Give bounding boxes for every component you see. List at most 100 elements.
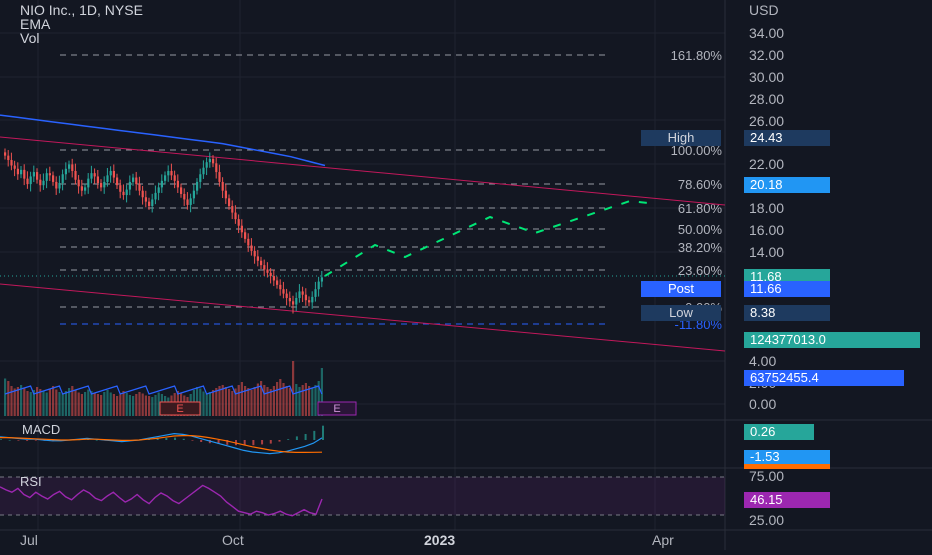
volume-bar [314, 385, 317, 416]
volume-bar [45, 392, 48, 416]
volume-ma-value: 63752455.4 [750, 370, 819, 385]
candle-body [320, 277, 323, 282]
volume-bar [112, 394, 115, 416]
candle-body [311, 296, 314, 303]
candle-body [285, 293, 288, 298]
volume-bar [244, 386, 247, 416]
volume-bar [32, 390, 35, 416]
rsi-band [0, 477, 725, 515]
candle-body [10, 160, 13, 166]
volume-bar [320, 368, 323, 416]
volume-bar [7, 381, 10, 416]
volume-value-tag [744, 332, 920, 348]
volume-bar [80, 394, 83, 416]
volume-bar [29, 392, 32, 416]
earnings-marker-past[interactable] [159, 401, 201, 416]
volume-bar [55, 389, 58, 416]
candle-body [128, 181, 131, 190]
volume-bar [304, 383, 307, 416]
volume-ma-tag [744, 370, 904, 386]
candle-body [61, 174, 64, 184]
macd-hist-bar [200, 440, 203, 442]
price-tick: 32.00 [749, 47, 784, 63]
volume-bar [106, 390, 109, 416]
candle-body [266, 269, 269, 273]
ema-legend[interactable]: EMA [20, 16, 51, 32]
fib-level-label: 100.00% [671, 143, 723, 158]
projection-path[interactable] [324, 199, 649, 277]
volume-series [4, 361, 323, 416]
candle-body [36, 172, 39, 180]
candle-body [148, 201, 151, 207]
high-value: 24.43 [750, 130, 783, 145]
volume-bar [96, 394, 99, 416]
high-value-tag [744, 130, 830, 146]
volume-bar [119, 394, 122, 416]
rsi-value: 46.15 [750, 492, 783, 507]
volume-bar [269, 389, 272, 416]
macd-hist-bar [191, 440, 194, 441]
volume-bar [212, 390, 215, 416]
volume-bar [282, 383, 285, 416]
candle-body [183, 193, 186, 200]
volume-bar [295, 384, 298, 416]
volume-bar [301, 385, 304, 416]
time-axis[interactable]: Jul Oct 2023 Apr [20, 532, 674, 548]
candle-body [151, 199, 154, 207]
volume-bar [240, 382, 243, 416]
candle-body [192, 190, 195, 199]
macd-signal-value: -1.53 [750, 449, 780, 464]
fib-level-label: 23.60% [678, 263, 723, 278]
candle-body [26, 178, 29, 185]
macd-value: 0.26 [750, 424, 775, 439]
macd-hist-bar [165, 438, 168, 440]
volume-bar [20, 385, 23, 416]
macd-hist-bar [295, 436, 298, 440]
candle-body [135, 177, 138, 185]
post-value: 11.66 [750, 281, 782, 296]
volume-bar [272, 386, 275, 416]
candle-body [260, 260, 263, 266]
low-value-tag [744, 305, 830, 321]
lower-trendline[interactable] [0, 283, 726, 352]
upper-trendline[interactable] [0, 136, 726, 206]
fibonacci-retracement[interactable] [60, 54, 605, 325]
macd-hist-bar [34, 440, 37, 441]
candlestick-series[interactable] [4, 148, 323, 314]
volume-bar [247, 388, 250, 416]
candle-body [93, 173, 96, 177]
volume-bar [116, 396, 119, 416]
candle-body [282, 289, 285, 294]
earnings-marker-upcoming[interactable] [317, 401, 357, 416]
macd-hist-bar [243, 440, 246, 446]
volume-bar [87, 389, 90, 416]
candle-body [64, 168, 67, 175]
candle-body [173, 175, 176, 181]
price-axis[interactable]: USD 34.00 32.00 30.00 28.00 26.00 22.00 … [749, 2, 784, 528]
volume-bar [298, 387, 301, 416]
candle-body [23, 169, 26, 179]
macd-hist-bar [8, 440, 11, 441]
volume-bar [4, 378, 7, 416]
macd-hist-bar [217, 440, 220, 444]
macd-signal-orange-tag [744, 464, 830, 469]
macd-pane-title: MACD [22, 422, 60, 437]
volume-bar [237, 385, 240, 416]
post-value-tag [744, 281, 830, 297]
candle-body [205, 162, 208, 168]
candle-body [170, 170, 173, 176]
symbol-title[interactable]: NIO Inc., 1D, NYSE [20, 2, 143, 18]
fib-level-label: 61.80% [678, 201, 723, 216]
vol-legend[interactable]: Vol [20, 30, 40, 46]
candle-body [103, 181, 106, 188]
rsi-pane-title: RSI [20, 474, 42, 489]
price-tick: 18.00 [749, 200, 784, 216]
volume-bar [93, 393, 96, 416]
candle-body [80, 186, 83, 191]
candle-body [253, 250, 256, 257]
candle-body [269, 272, 272, 277]
candle-body [247, 238, 250, 246]
earnings-marker-upcoming-label: E [333, 403, 340, 415]
